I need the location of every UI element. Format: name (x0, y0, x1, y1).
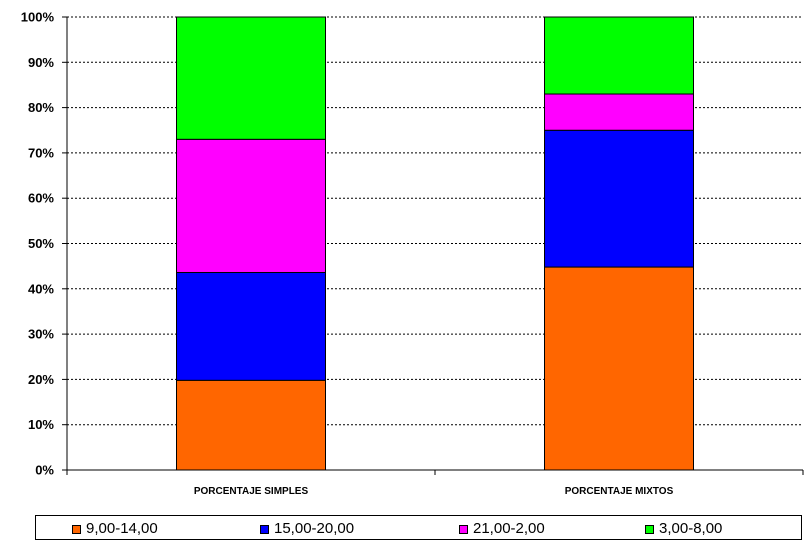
legend-item-series-4: 3,00-8,00 (645, 521, 722, 537)
bar-segment-1-series-1 (176, 379, 326, 471)
bar-segment-1-series-3 (176, 138, 326, 273)
y-tick-label: 30% (28, 327, 54, 342)
bar-segment-2-series-2 (544, 129, 694, 268)
legend-label-series-4: 3,00-8,00 (659, 520, 723, 537)
bar-segment-2-series-3 (544, 93, 694, 131)
y-tick-label: 40% (28, 281, 54, 296)
y-tick-label: 10% (28, 417, 54, 432)
legend-label-series-1: 9,00-14,00 (86, 520, 158, 537)
legend-swatch-series-4 (645, 524, 654, 534)
bar-segment-1-series-4 (176, 16, 326, 140)
y-tick-label: 50% (28, 236, 54, 251)
bar-segment-2-series-4 (544, 16, 694, 95)
legend-swatch-series-1 (72, 524, 81, 534)
y-tick-label: 90% (28, 55, 54, 70)
y-tick-label: 0% (35, 463, 54, 478)
x-category-label: PORCENTAJE MIXTOS (565, 486, 674, 497)
stacked-bar-chart: 0% 10% 20% 30% 40% 50% 60% 70% 80% 90% 100% PORCENT… (21, 10, 804, 497)
legend-item-series-1: 9,00-14,00 (72, 521, 158, 537)
y-tick-label: 100% (21, 10, 55, 25)
y-tick-label: 20% (28, 372, 54, 387)
legend-item-series-2: 15,00-20,00 (260, 521, 354, 537)
legend-swatch-series-3 (459, 524, 468, 534)
y-tick-label: 70% (28, 145, 54, 160)
chart-legend: 9,00-14,00 15,00-20,00 21,00-2,00 3,00-8… (35, 515, 802, 540)
legend-label-series-2: 15,00-20,00 (274, 520, 355, 537)
legend-item-series-3: 21,00-2,00 (459, 521, 545, 537)
y-tick-label: 80% (28, 100, 54, 115)
bar-segment-1-series-2 (176, 271, 326, 381)
legend-label-series-3: 21,00-2,00 (473, 520, 545, 537)
legend-swatch-series-2 (260, 524, 269, 534)
bar-segment-2-series-1 (544, 266, 694, 471)
y-tick-label: 60% (28, 191, 54, 206)
x-category-label: PORCENTAJE SIMPLES (194, 486, 309, 497)
